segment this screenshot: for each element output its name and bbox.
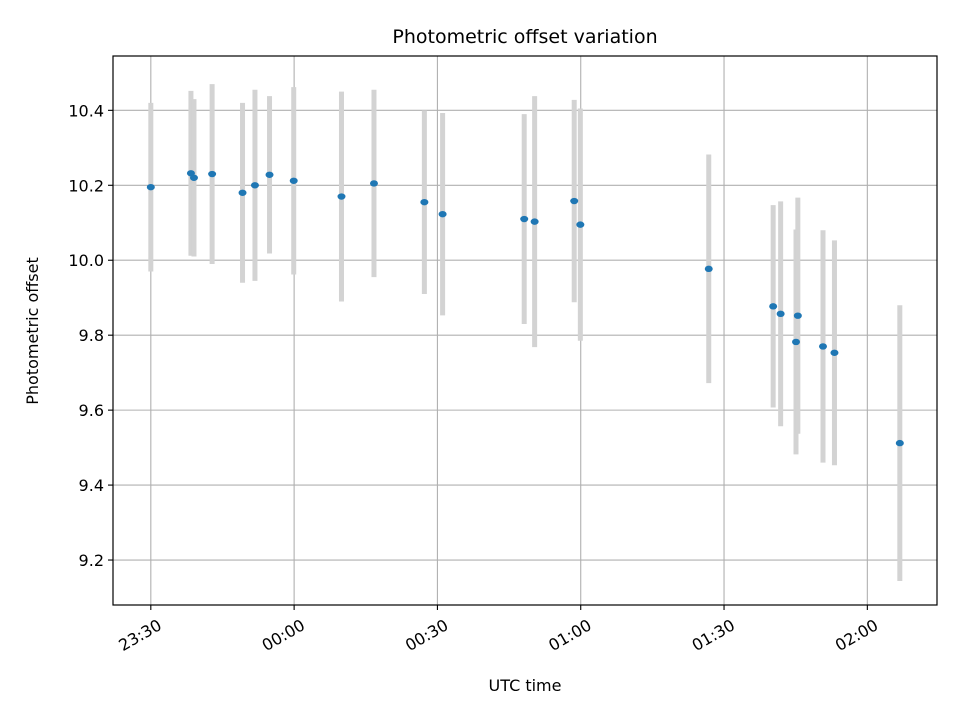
x-tick-label: 02:00 xyxy=(832,615,881,655)
data-point xyxy=(208,170,217,178)
y-tick-label: 9.8 xyxy=(79,326,104,345)
data-point xyxy=(576,221,585,228)
y-tick-label: 10.4 xyxy=(68,101,104,120)
y-tick-label: 10.0 xyxy=(68,251,104,270)
x-axis-ticks: 23:30 00:00 00:30 01:00 01:30 02:00 xyxy=(115,605,881,655)
y-axis-ticks: 9.2 9.4 9.6 9.8 10.0 10.2 10.4 xyxy=(68,101,113,570)
data-point xyxy=(289,177,298,184)
data-point xyxy=(520,215,529,223)
data-point xyxy=(769,303,778,310)
x-tick-label: 00:00 xyxy=(259,615,308,655)
chart-title: Photometric offset variation xyxy=(392,26,657,48)
data-point xyxy=(265,171,274,178)
data-point xyxy=(369,180,378,187)
data-point xyxy=(830,349,839,356)
data-point xyxy=(818,343,827,350)
x-tick-label: 01:30 xyxy=(689,615,738,655)
data-point xyxy=(792,338,801,346)
plot-area-frame xyxy=(112,55,938,606)
y-tick-label: 9.6 xyxy=(79,401,104,420)
data-point xyxy=(146,183,155,191)
data-point xyxy=(530,218,539,225)
y-tick-label: 10.2 xyxy=(68,176,104,195)
data-point xyxy=(704,265,713,273)
data-point xyxy=(337,193,346,200)
x-tick-label: 01:00 xyxy=(545,615,594,655)
x-tick-label: 00:30 xyxy=(402,615,451,655)
x-axis-label: UTC time xyxy=(489,676,562,695)
data-point xyxy=(250,182,259,189)
data-point xyxy=(570,197,579,205)
y-tick-label: 9.4 xyxy=(79,476,104,495)
error-bars xyxy=(148,84,903,582)
data-point xyxy=(238,189,247,196)
data-point xyxy=(420,198,429,206)
data-point xyxy=(438,210,447,218)
y-tick-label: 9.2 xyxy=(79,551,104,570)
data-point xyxy=(776,310,785,318)
x-tick-label: 23:30 xyxy=(115,615,164,655)
data-point xyxy=(793,312,802,319)
data-point xyxy=(895,439,904,447)
y-axis-label: Photometric offset xyxy=(23,257,42,405)
data-points xyxy=(146,170,904,447)
data-point xyxy=(189,174,198,181)
